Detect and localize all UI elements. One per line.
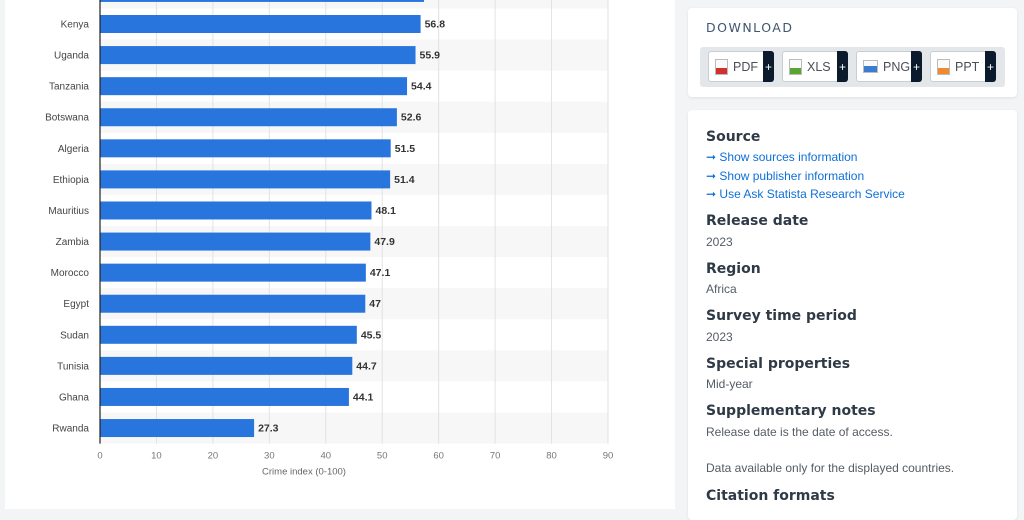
data-label: 48.1	[375, 205, 396, 217]
xls-file-icon	[789, 58, 802, 75]
bar	[100, 356, 353, 375]
download-title: DOWNLOAD	[706, 20, 794, 35]
row-band	[100, 0, 608, 9]
category-label: Kenya	[61, 20, 90, 31]
bar	[100, 419, 255, 438]
x-tick-label: 60	[433, 451, 444, 462]
data-label: 54.4	[411, 81, 432, 93]
button-label: XLS	[807, 59, 831, 74]
button-label: PPT	[955, 59, 980, 74]
citation-title: Citation formats	[706, 488, 835, 504]
data-label: 55.9	[420, 50, 441, 62]
survey-value: 2023	[706, 330, 733, 344]
pdf-file-icon	[715, 58, 728, 75]
notes-line-1: Release date is the date of access.	[706, 425, 893, 439]
bar	[100, 387, 349, 406]
plus-icon[interactable]: +	[911, 51, 922, 82]
bar	[100, 77, 408, 96]
show-sources-link[interactable]: ➞ Show sources information	[706, 150, 857, 164]
button-label: PDF	[733, 59, 758, 74]
bar	[100, 170, 391, 189]
data-label: 51.4	[394, 174, 415, 186]
data-label: 47.1	[370, 267, 391, 279]
png-image-icon	[863, 60, 878, 73]
category-label: Uganda	[54, 51, 89, 62]
category-label: Tunisia	[57, 361, 89, 372]
x-tick-label: 20	[208, 451, 219, 462]
data-label: 47	[369, 298, 381, 310]
data-label: 44.1	[353, 391, 374, 403]
category-label: Botswana	[45, 113, 89, 124]
x-tick-label: 70	[490, 451, 501, 462]
x-tick-label: 90	[603, 451, 614, 462]
bar	[100, 15, 421, 33]
bar	[100, 0, 424, 2]
x-axis-title: Crime index (0-100)	[262, 467, 346, 478]
category-label: Ethiopia	[53, 175, 90, 186]
category-label: Morocco	[51, 268, 90, 279]
bar	[100, 325, 357, 344]
bar	[100, 201, 372, 220]
data-label: 44.7	[356, 360, 377, 372]
source-title: Source	[706, 129, 761, 145]
region-value: Africa	[706, 282, 737, 296]
ppt-file-icon	[937, 58, 950, 75]
bar	[100, 263, 366, 282]
data-label: 47.9	[374, 236, 395, 248]
survey-title: Survey time period	[706, 308, 857, 324]
category-label: Algeria	[58, 144, 90, 155]
data-label: 51.5	[395, 143, 416, 155]
x-tick-label: 30	[264, 451, 275, 462]
bar	[100, 108, 397, 127]
category-label: Zambia	[56, 237, 90, 248]
download-xls-button[interactable]: XLS +	[782, 51, 848, 82]
category-label: Rwanda	[52, 424, 89, 435]
ask-statista-link[interactable]: ➞ Use Ask Statista Research Service	[706, 187, 905, 201]
region-title: Region	[706, 261, 761, 277]
button-label: PNG	[883, 59, 911, 74]
data-label: 52.6	[401, 112, 422, 124]
bar-chart: 0 10 20 30 40 50 60 70 80 90 Kenya 56.8 Uganda 55.9 Ta…	[45, 0, 614, 478]
bar	[100, 232, 371, 251]
x-tick-label: 80	[546, 451, 557, 462]
category-label: Tanzania	[49, 82, 89, 93]
link-label: Show publisher information	[719, 169, 865, 183]
plus-icon[interactable]: +	[985, 51, 996, 82]
chart-panel: 0 10 20 30 40 50 60 70 80 90 Kenya 56.8 Uganda 55.9 Ta…	[5, 0, 675, 509]
release-title: Release date	[706, 213, 809, 229]
category-label: Mauritius	[48, 206, 89, 217]
special-value: Mid-year	[706, 377, 753, 391]
x-tick-label: 40	[320, 451, 331, 462]
link-label: Show sources information	[719, 150, 858, 164]
data-label: 27.3	[258, 423, 279, 435]
category-label: Egypt	[63, 299, 89, 310]
release-value: 2023	[706, 235, 733, 249]
special-title: Special properties	[706, 356, 851, 372]
link-label: Use Ask Statista Research Service	[719, 187, 905, 201]
download-png-button[interactable]: PNG +	[856, 51, 922, 82]
category-label: Sudan	[60, 330, 89, 341]
plus-icon[interactable]: +	[763, 51, 774, 82]
x-tick-label: 10	[151, 451, 162, 462]
info-card: Source ➞ Show sources information ➞ Show…	[688, 110, 1017, 520]
bar	[100, 46, 416, 65]
bar	[100, 294, 366, 313]
download-pdf-button[interactable]: PDF +	[708, 51, 774, 82]
arrow-right-icon: ➞	[706, 187, 717, 201]
data-label: 56.8	[425, 19, 446, 31]
category-label: Ghana	[59, 392, 89, 403]
plus-icon[interactable]: +	[837, 51, 848, 82]
x-tick-label: 0	[97, 451, 102, 462]
download-card: DOWNLOAD PDF + XLS + PNG + PPT +	[688, 8, 1017, 97]
notes-title: Supplementary notes	[706, 403, 876, 419]
notes-line-2: Data available only for the displayed co…	[706, 461, 955, 475]
show-publisher-link[interactable]: ➞ Show publisher information	[706, 169, 864, 183]
download-buttons: PDF + XLS + PNG + PPT +	[700, 47, 1005, 87]
x-tick-label: 50	[377, 451, 388, 462]
download-ppt-button[interactable]: PPT +	[930, 51, 996, 82]
arrow-right-icon: ➞	[706, 150, 717, 164]
arrow-right-icon: ➞	[706, 169, 717, 183]
data-label: 45.5	[361, 329, 382, 341]
bar	[100, 139, 391, 158]
